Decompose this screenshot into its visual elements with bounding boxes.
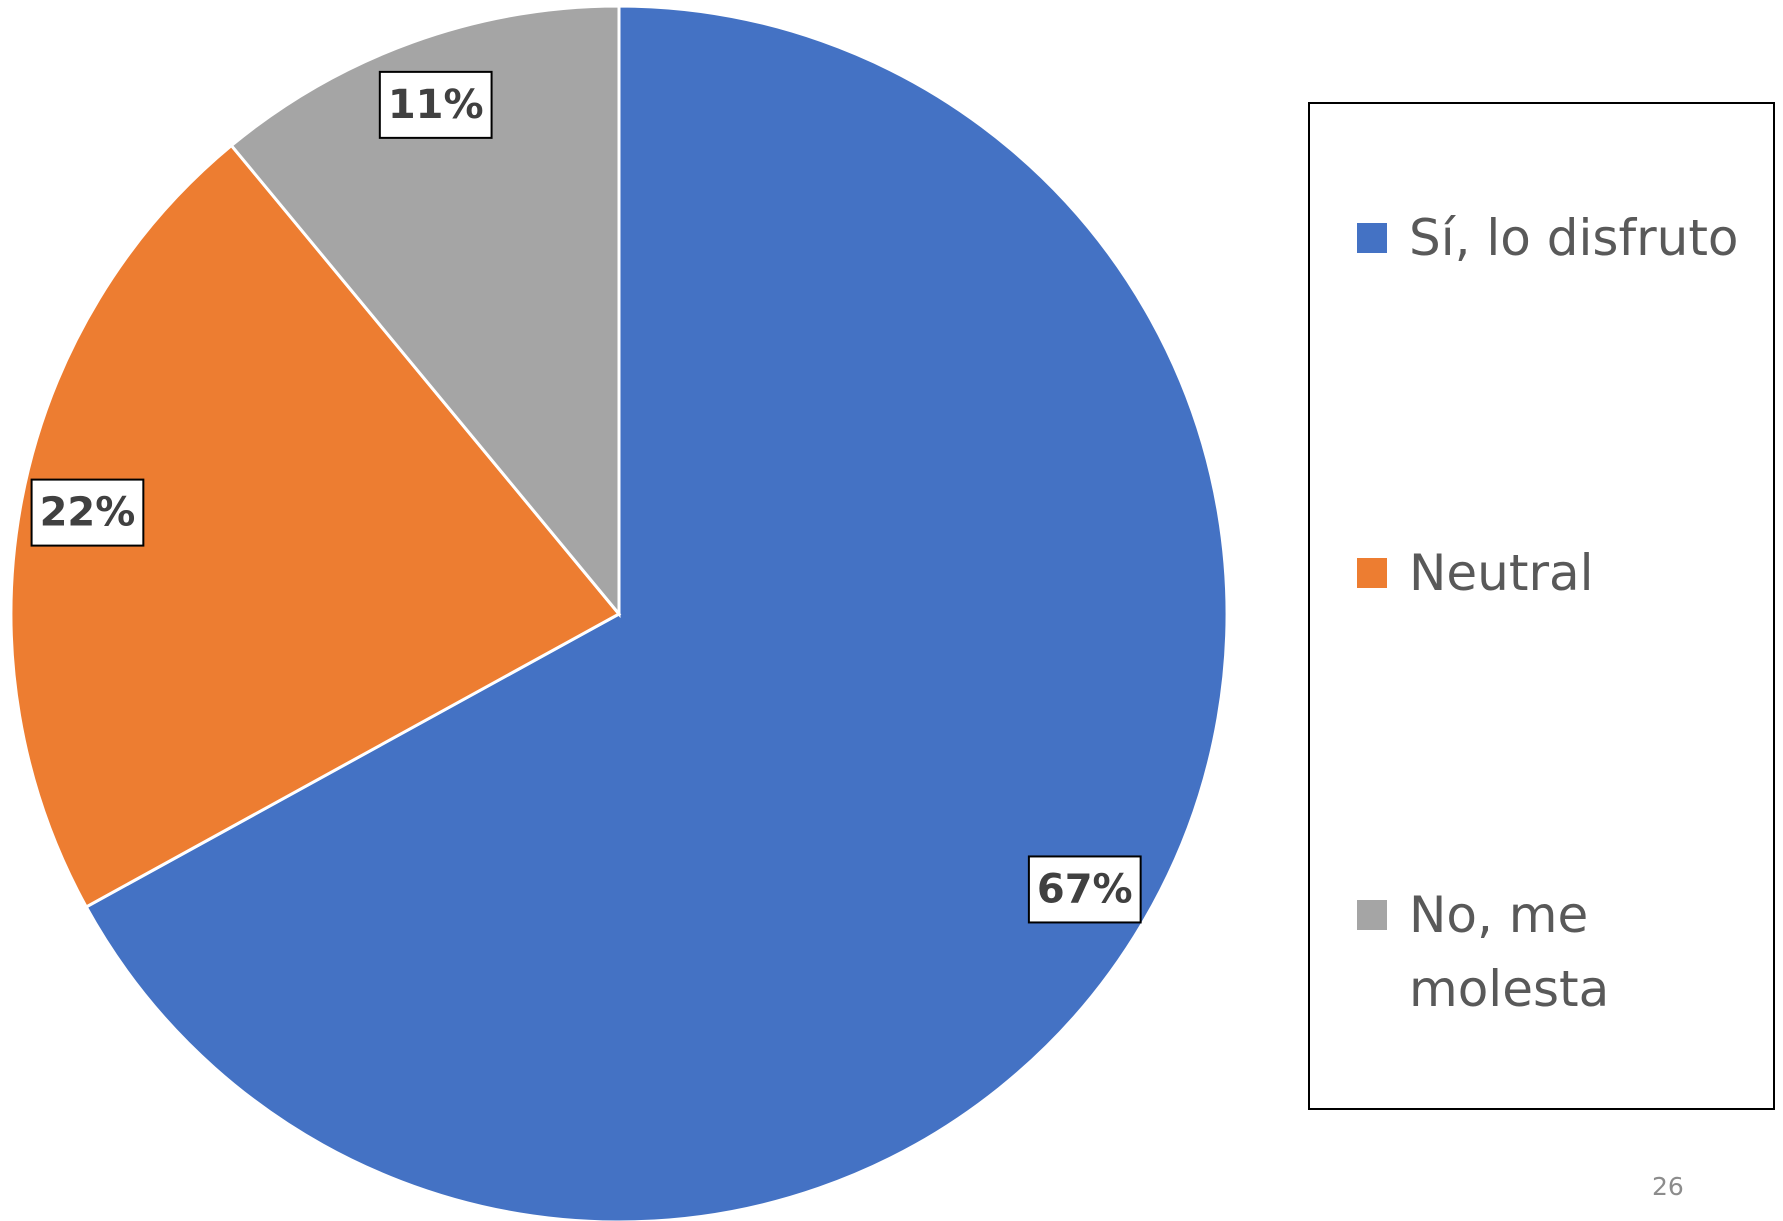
pie-slice bbox=[84, 4, 1229, 1221]
legend-item: Neutral bbox=[1357, 536, 1594, 610]
legend-label: Sí, lo disfruto bbox=[1409, 209, 1739, 267]
data-label: 11% bbox=[388, 82, 484, 128]
legend-item: Sí, lo disfruto bbox=[1357, 201, 1739, 275]
data-label-box bbox=[30, 478, 145, 547]
legend-swatch bbox=[1357, 223, 1387, 253]
legend-swatch bbox=[1357, 900, 1387, 930]
legend-item: No, me molesta bbox=[1357, 878, 1639, 1026]
data-label-box bbox=[1027, 855, 1142, 924]
legend-label: Neutral bbox=[1409, 544, 1594, 602]
data-label-box bbox=[378, 70, 493, 139]
data-label: 22% bbox=[40, 490, 136, 536]
page-number: 26 bbox=[1652, 1172, 1684, 1201]
legend-swatch bbox=[1357, 558, 1387, 588]
pie-slice bbox=[9, 143, 622, 909]
legend: Sí, lo disfruto Neutral No, me molesta bbox=[1308, 102, 1775, 1110]
pie-slice bbox=[229, 4, 621, 619]
data-label: 67% bbox=[1037, 866, 1133, 912]
legend-label: No, me molesta bbox=[1409, 886, 1610, 1018]
